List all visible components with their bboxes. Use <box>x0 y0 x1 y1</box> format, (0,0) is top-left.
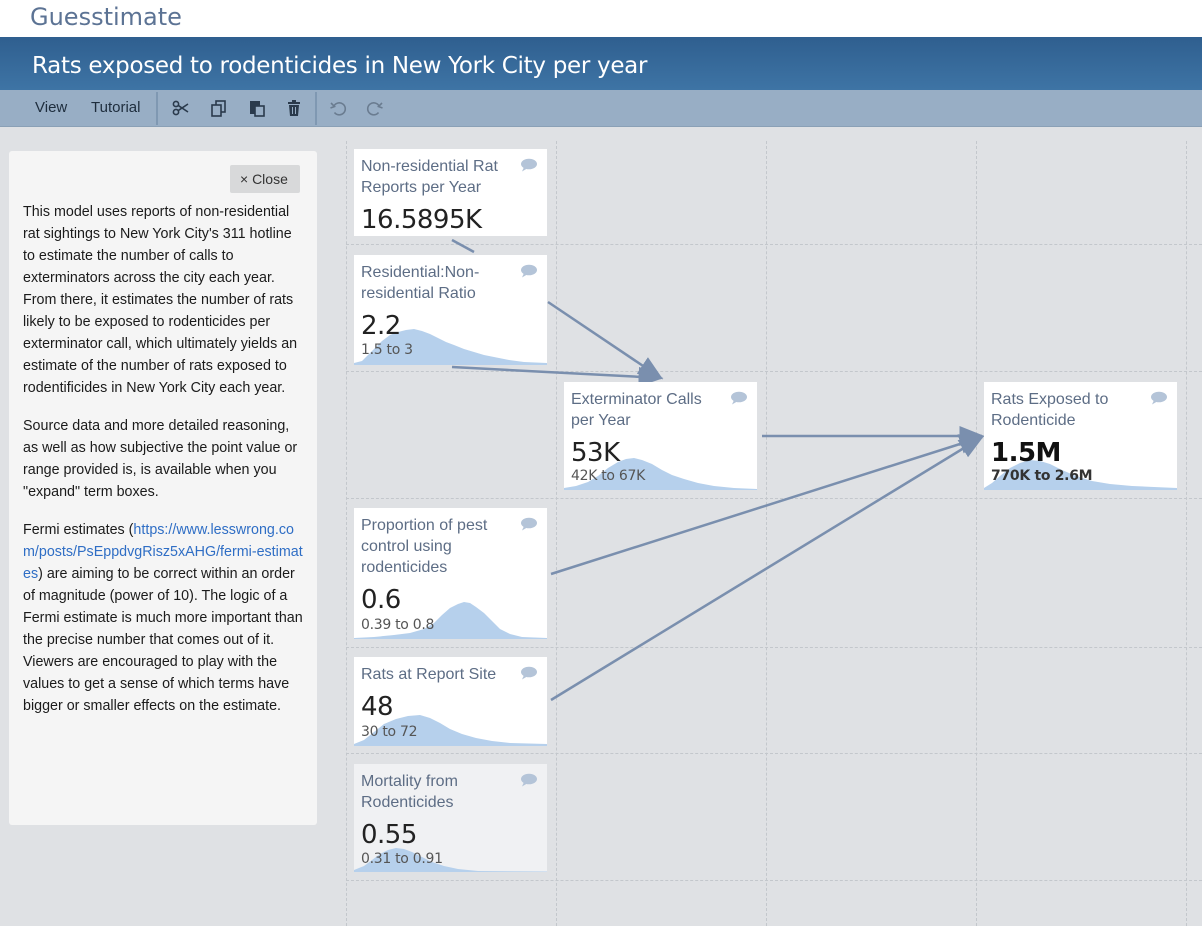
description-paragraph: This model uses reports of non-residenti… <box>23 204 298 396</box>
comment-icon[interactable] <box>730 391 748 405</box>
copy-icon[interactable] <box>209 98 229 118</box>
model-description: This model uses reports of non-residenti… <box>23 201 305 733</box>
model-canvas[interactable]: × Close This model uses reports of non-r… <box>0 127 1202 926</box>
distribution-histogram <box>984 460 1177 490</box>
grid-line <box>556 141 557 926</box>
cut-icon[interactable] <box>171 98 191 118</box>
metric-name[interactable]: Exterminator Calls per Year <box>571 391 702 429</box>
grid-line <box>346 244 1202 245</box>
metric-name[interactable]: Rats at Report Site <box>361 666 497 683</box>
metric-card-rats-at-site[interactable]: Rats at Report Site 48 30 to 72 <box>354 657 547 746</box>
grid-line <box>976 141 977 926</box>
metric-range: 30 to 72 <box>361 724 418 740</box>
grid-line <box>346 753 1202 754</box>
metric-name[interactable]: Rats Exposed to Rodenticide <box>991 391 1109 429</box>
metric-card-calls[interactable]: Exterminator Calls per Year 53K 42K to 6… <box>564 382 757 490</box>
toolbar-divider <box>315 92 317 125</box>
distribution-histogram <box>354 602 547 639</box>
comment-icon[interactable] <box>520 517 538 531</box>
toolbar-divider <box>156 92 158 125</box>
metric-card-ratio[interactable]: Residential:Non-residential Ratio 2.2 1.… <box>354 255 547 365</box>
metric-name[interactable]: Residential:Non-residential Ratio <box>361 264 480 302</box>
close-button[interactable]: × Close <box>230 165 300 193</box>
paste-icon[interactable] <box>247 98 267 118</box>
description-text: Fermi estimates ( <box>23 522 134 538</box>
grid-line <box>346 371 1202 372</box>
toolbar: View Tutorial <box>0 90 1202 127</box>
description-paragraph: Source data and more detailed reasoning,… <box>23 418 298 500</box>
grid-line <box>1186 141 1187 926</box>
grid-line <box>346 141 347 926</box>
brand-logo[interactable]: Guesstimate <box>30 3 182 31</box>
model-title[interactable]: Rats exposed to rodenticides in New York… <box>32 53 648 79</box>
metric-value: 53K <box>571 438 620 468</box>
distribution-histogram <box>354 848 547 872</box>
app-header: Guesstimate <box>0 0 1202 37</box>
metric-value: 0.6 <box>361 585 401 615</box>
metric-name[interactable]: Non-residential Rat Reports per Year <box>361 158 498 196</box>
grid-line <box>346 647 1202 648</box>
metric-range: 42K to 67K <box>571 468 645 484</box>
grid-line <box>766 141 767 926</box>
distribution-histogram <box>564 458 757 490</box>
grid-line <box>346 498 1202 499</box>
metric-name[interactable]: Mortality from Rodenticides <box>361 773 458 811</box>
metric-value: 16.5895K <box>361 205 482 235</box>
undo-icon[interactable] <box>328 98 348 118</box>
metric-range: 0.31 to 0.91 <box>361 851 443 867</box>
description-sidebar: × Close This model uses reports of non-r… <box>9 151 317 825</box>
view-menu[interactable]: View <box>35 99 68 116</box>
metric-value: 48 <box>361 692 394 722</box>
comment-icon[interactable] <box>520 264 538 278</box>
description-paragraph: Fermi estimates (https://www.lesswrong.c… <box>23 519 305 717</box>
metric-value: 1.5M <box>991 438 1061 468</box>
metric-card-proportion[interactable]: Proportion of pest control using rodenti… <box>354 508 547 639</box>
metric-card-reports[interactable]: Non-residential Rat Reports per Year 16.… <box>354 149 547 236</box>
metric-value: 0.55 <box>361 820 417 850</box>
description-text: ) are aiming to be correct within an ord… <box>23 566 303 714</box>
grid-line <box>346 880 1202 881</box>
tutorial-menu[interactable]: Tutorial <box>91 99 141 116</box>
fermi-estimates-link[interactable]: https://www.lesswrong.com/posts/PsEppdvg… <box>23 522 303 582</box>
metric-card-exposed[interactable]: Rats Exposed to Rodenticide 1.5M 770K to… <box>984 382 1177 490</box>
comment-icon[interactable] <box>520 666 538 680</box>
trash-icon[interactable] <box>284 98 304 118</box>
comment-icon[interactable] <box>520 773 538 787</box>
distribution-histogram <box>354 715 547 746</box>
model-title-bar: Rats exposed to rodenticides in New York… <box>0 37 1202 90</box>
comment-icon[interactable] <box>1150 391 1168 405</box>
distribution-histogram <box>354 329 547 365</box>
metric-range: 1.5 to 3 <box>361 342 413 358</box>
metric-range: 770K to 2.6M <box>991 468 1093 484</box>
arrow-reports-to-calls <box>451 238 475 254</box>
comment-icon[interactable] <box>520 158 538 172</box>
arrow-ratio-to-calls <box>547 300 664 380</box>
metric-name[interactable]: Proportion of pest control using rodenti… <box>361 517 488 576</box>
metric-value: 2.2 <box>361 311 401 341</box>
metric-card-mortality[interactable]: Mortality from Rodenticides 0.55 0.31 to… <box>354 764 547 872</box>
metric-range: 0.39 to 0.8 <box>361 617 435 633</box>
redo-icon[interactable] <box>365 98 385 118</box>
